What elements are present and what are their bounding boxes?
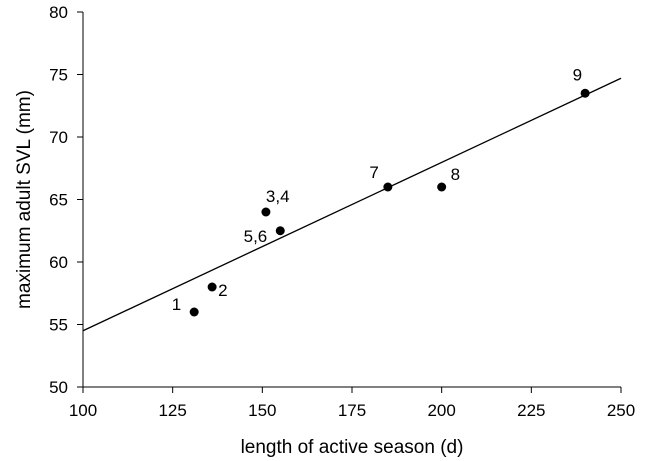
y-tick-label: 75 — [49, 66, 68, 85]
axes — [77, 11, 622, 393]
x-axis-title: length of active season (d) — [241, 437, 464, 458]
x-tick-label: 125 — [158, 401, 186, 420]
data-point — [207, 282, 217, 292]
tick-labels: 50 55 60 65 70 75 80 100 125 150 175 200 225 250 — [49, 3, 635, 420]
point-label: 1 — [172, 295, 181, 314]
x-tick-label: 175 — [338, 401, 366, 420]
trendline-group — [82, 77, 622, 332]
trendline — [82, 77, 622, 332]
y-tick-label: 60 — [49, 253, 68, 272]
x-tick-label: 100 — [69, 401, 97, 420]
x-tick-label: 250 — [607, 401, 635, 420]
data-point — [383, 182, 393, 192]
data-points: 1 2 3,4 5,6 7 8 9 — [172, 65, 590, 317]
point-label: 2 — [218, 281, 227, 300]
y-tick-label: 55 — [49, 316, 68, 335]
point-label: 9 — [573, 65, 582, 84]
point-label: 5,6 — [244, 227, 268, 246]
point-label: 8 — [451, 165, 460, 184]
data-point — [261, 207, 271, 217]
y-tick-label: 50 — [49, 378, 68, 397]
data-point — [437, 182, 447, 192]
x-tick-label: 150 — [248, 401, 276, 420]
y-tick-label: 70 — [49, 128, 68, 147]
x-tick-label: 200 — [427, 401, 455, 420]
data-point — [275, 226, 285, 236]
x-tick-label: 225 — [517, 401, 545, 420]
y-axis-title: maximum adult SVL (mm) — [14, 90, 35, 309]
point-label: 3,4 — [266, 187, 290, 206]
data-point — [189, 307, 199, 317]
data-point — [580, 88, 590, 98]
y-tick-label: 80 — [49, 3, 68, 22]
y-tick-label: 65 — [49, 191, 68, 210]
point-label: 7 — [369, 163, 378, 182]
